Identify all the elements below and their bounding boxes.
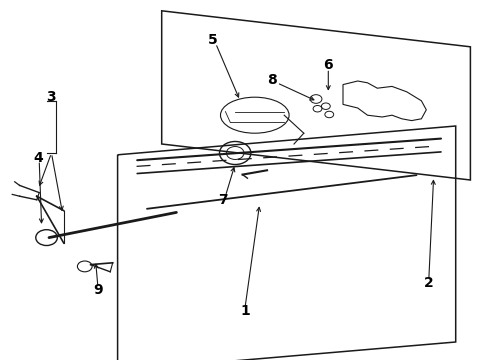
Text: 2: 2 [424,276,434,289]
Text: 6: 6 [323,58,333,72]
Text: 9: 9 [93,283,103,297]
Text: 4: 4 [33,152,43,165]
Text: 3: 3 [46,90,56,104]
Text: 5: 5 [208,33,218,46]
Text: 7: 7 [218,193,228,207]
Text: 8: 8 [267,73,277,87]
Text: 1: 1 [240,305,250,318]
